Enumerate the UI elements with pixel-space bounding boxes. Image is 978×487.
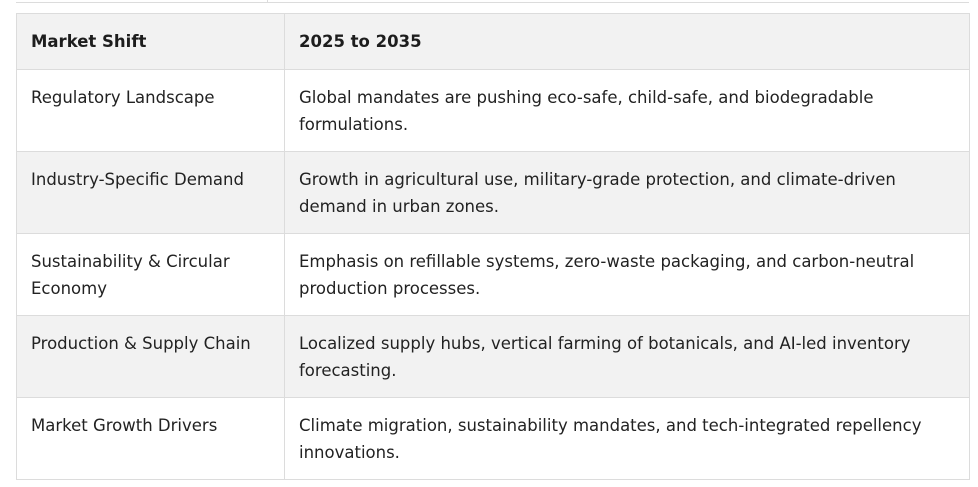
table-row: Market Growth Drivers Climate migration,… xyxy=(16,397,970,480)
table-row: Industry-Specific Demand Growth in agric… xyxy=(16,151,970,234)
table-row: Sustainability & Circular Economy Emphas… xyxy=(16,233,970,316)
cell-shift: Industry-Specific Demand xyxy=(16,151,285,234)
cell-shift: Regulatory Landscape xyxy=(16,69,285,152)
cell-outlook: Growth in agricultural use, military-gra… xyxy=(284,151,970,234)
cell-shift: Production & Supply Chain xyxy=(16,315,285,398)
table-row: Regulatory Landscape Global mandates are… xyxy=(16,69,970,152)
cell-outlook: Global mandates are pushing eco-safe, ch… xyxy=(284,69,970,152)
previous-table-divider xyxy=(267,0,268,2)
market-shift-table: Market Shift 2025 to 2035 Regulatory Lan… xyxy=(16,13,970,480)
header-period: 2025 to 2035 xyxy=(284,13,970,70)
table-row: Production & Supply Chain Localized supp… xyxy=(16,315,970,398)
previous-table-edge xyxy=(16,0,969,3)
header-market-shift: Market Shift xyxy=(16,13,285,70)
cell-outlook: Localized supply hubs, vertical farming … xyxy=(284,315,970,398)
cell-outlook: Emphasis on refillable systems, zero-was… xyxy=(284,233,970,316)
cell-shift: Sustainability & Circular Economy xyxy=(16,233,285,316)
table-header-row: Market Shift 2025 to 2035 xyxy=(16,13,970,70)
cell-outlook: Climate migration, sustainability mandat… xyxy=(284,397,970,480)
cell-shift: Market Growth Drivers xyxy=(16,397,285,480)
